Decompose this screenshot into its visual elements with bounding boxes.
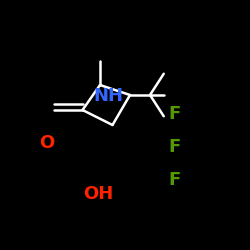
Text: OH: OH: [84, 185, 114, 203]
Text: F: F: [169, 138, 181, 156]
Text: O: O: [38, 134, 54, 152]
Text: F: F: [169, 105, 181, 123]
Text: NH: NH: [94, 87, 124, 105]
Text: F: F: [169, 171, 181, 189]
